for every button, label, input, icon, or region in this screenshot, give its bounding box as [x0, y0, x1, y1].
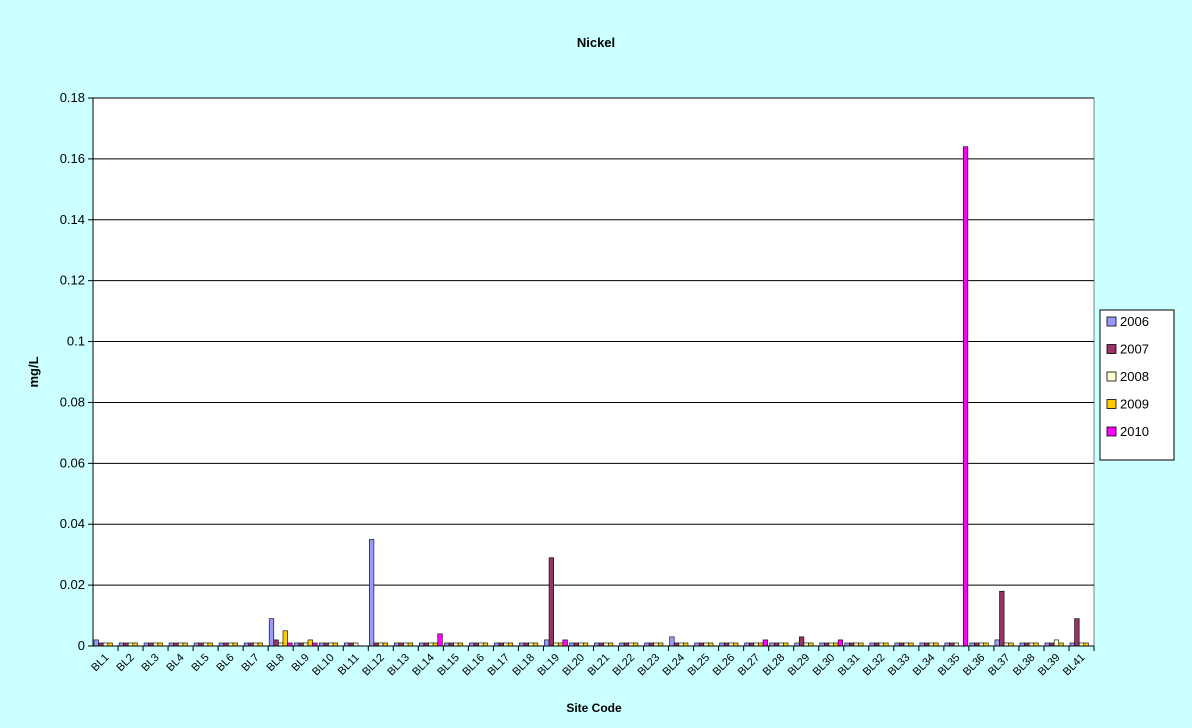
x-tick-label: BL7 [239, 652, 261, 674]
bar-2006-BL8 [268, 618, 275, 647]
x-tick-label: BL28 [761, 652, 788, 679]
gridlines [93, 97, 1094, 586]
legend-label-2007: 2007 [1120, 342, 1149, 357]
legend-label-2006: 2006 [1120, 314, 1149, 329]
x-tick-label: BL12 [360, 652, 387, 679]
bar-2010-BL19 [562, 639, 568, 647]
x-tick-label: BL19 [535, 652, 562, 679]
y-tick-label: 0.02 [60, 577, 85, 592]
bar-2009-BL9 [307, 639, 313, 647]
x-tick-label: BL21 [585, 652, 612, 679]
chart-title: Nickel [577, 35, 615, 50]
y-axis-label: mg/L [26, 356, 41, 387]
x-tick-label: BL38 [1011, 652, 1038, 679]
x-tick-label: BL30 [811, 652, 838, 679]
y-tick-label: 0.08 [60, 394, 85, 409]
x-tick-label: BL25 [686, 652, 713, 679]
bars [93, 146, 1089, 647]
x-tick-label: BL33 [886, 652, 913, 679]
x-tick-label: BL20 [560, 652, 587, 679]
x-tick-label: BL8 [264, 652, 286, 674]
x-axis-label: Site Code [566, 701, 622, 715]
legend-label-2008: 2008 [1120, 369, 1149, 384]
y-tick-label: 0.04 [60, 516, 85, 531]
x-tick-label: BL15 [435, 652, 462, 679]
x-tick-label: BL27 [736, 652, 763, 679]
x-tick-label: BL18 [510, 652, 537, 679]
bar-2008-BL39 [1053, 639, 1060, 647]
x-axis-ticks: BL1 BL2 BL3 BL4 BL5 BL6 BL7 BL8 BL9BL10BL11BL12B… [89, 646, 1095, 679]
x-tick-label: BL3 [139, 652, 161, 674]
x-tick-label: BL14 [410, 652, 437, 679]
x-tick-label: BL41 [1061, 652, 1088, 679]
x-tick-label: BL29 [786, 652, 813, 679]
bar-2007-BL41 [1074, 618, 1080, 647]
legend-label-2009: 2009 [1120, 397, 1149, 412]
bar-2006-BL12 [368, 539, 375, 647]
x-tick-label: BL1 [89, 652, 111, 674]
legend-swatch-2009 [1106, 399, 1117, 409]
x-tick-label: BL16 [460, 652, 487, 679]
y-tick-label: 0.14 [60, 212, 85, 227]
x-tick-label: BL24 [661, 652, 688, 679]
x-tick-label: BL26 [711, 652, 738, 679]
legend-swatch-2010 [1106, 426, 1117, 437]
x-tick-label: BL4 [164, 652, 186, 674]
x-tick-label: BL23 [636, 652, 663, 679]
x-tick-label: BL36 [961, 652, 988, 679]
y-tick-label: 0.1 [67, 334, 85, 349]
bar-2007-BL19 [548, 557, 554, 647]
bar-2006-BL24 [669, 636, 675, 647]
x-tick-label: BL11 [336, 652, 362, 678]
plot-area [92, 97, 1095, 647]
bar-2010-BL14 [437, 633, 443, 647]
y-tick-label: 0.06 [60, 455, 85, 470]
bar-2006-BL1 [93, 639, 99, 647]
x-tick-label: BL5 [189, 652, 211, 674]
x-tick-label: BL10 [310, 652, 337, 679]
bar-2007-BL37 [999, 590, 1005, 647]
x-tick-label: BL31 [836, 652, 863, 679]
x-tick-label: BL39 [1036, 652, 1063, 679]
legend-swatch-2007 [1106, 344, 1117, 354]
x-tick-label: BL37 [986, 652, 1013, 679]
bar-2006-BL19 [544, 639, 550, 647]
legend-swatch-2008 [1106, 371, 1117, 382]
x-tick-label: BL35 [936, 652, 963, 679]
y-axis-ticks: 0 0.02 0.04 0.06 0.08 0.1 0.12 0.14 0.16 0.18 [60, 90, 93, 653]
x-tick-label: BL13 [385, 652, 412, 679]
bar-2006-BL37 [994, 639, 1000, 647]
x-tick-label: BL6 [214, 652, 236, 674]
x-tick-label: BL9 [290, 652, 312, 674]
y-tick-label: 0 [78, 638, 85, 653]
y-tick-label: 0.16 [60, 151, 85, 166]
x-tick-label: BL34 [911, 652, 938, 679]
legend-label-2010: 2010 [1120, 424, 1149, 439]
legend: 2006 2007 2008 2009 2010 [1099, 309, 1175, 461]
x-tick-label: BL32 [861, 652, 888, 679]
bar-2007-BL8 [273, 639, 279, 647]
bar-2010-BL27 [762, 639, 768, 647]
y-tick-label: 0.18 [60, 90, 85, 105]
bar-2009-BL8 [282, 630, 288, 647]
x-tick-label: BL22 [610, 652, 637, 679]
y-tick-label: 0.12 [60, 273, 85, 288]
bar-2010-BL30 [837, 639, 844, 647]
bar-2007-BL29 [799, 636, 805, 647]
legend-swatch-2006 [1106, 316, 1117, 327]
bar-2010-BL35 [962, 146, 969, 647]
x-tick-label: BL2 [114, 652, 136, 674]
x-tick-label: BL17 [485, 652, 512, 679]
